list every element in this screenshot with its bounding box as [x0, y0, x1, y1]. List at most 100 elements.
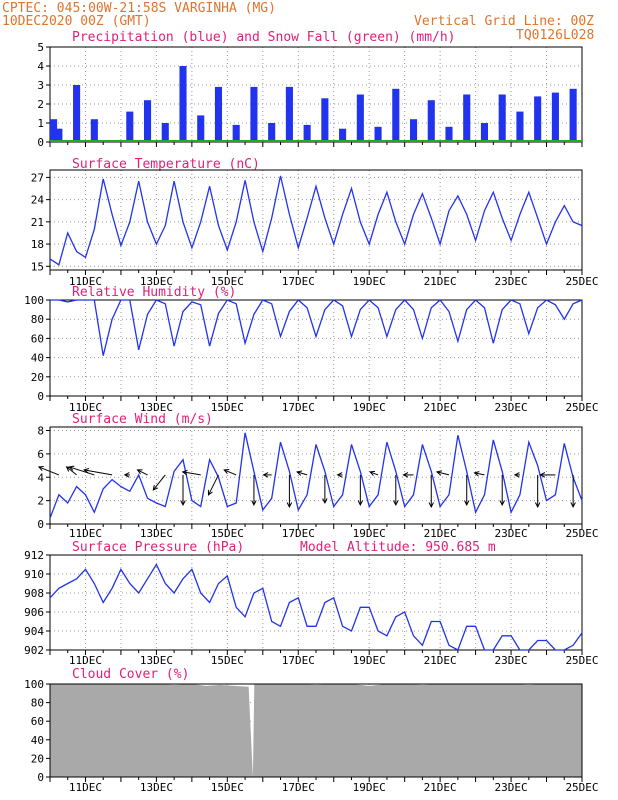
x-tick-label: 15DEC: [211, 781, 244, 794]
wind-vector-head: [402, 472, 409, 478]
y-tick-label: 904: [24, 625, 44, 638]
x-tick-label: 25DEC: [565, 527, 598, 540]
wind-vector-shaft: [224, 469, 237, 476]
x-tick-label: 11DEC: [69, 654, 102, 667]
wind-vector-shaft: [38, 466, 60, 476]
wind-vector-head: [499, 500, 505, 506]
precip-bar: [392, 88, 400, 142]
y-tick-label: 908: [24, 587, 44, 600]
precip-bar: [268, 123, 276, 142]
precip-bar: [232, 124, 240, 142]
x-tick-label: 15DEC: [211, 401, 244, 414]
precip-bar: [285, 86, 293, 142]
x-tick-label: 21DEC: [424, 654, 457, 667]
precip-bar: [90, 119, 98, 142]
precip-bar: [73, 85, 81, 142]
precip-bar: [374, 126, 382, 142]
precip-bar: [214, 86, 223, 142]
wind-vector: [513, 472, 520, 478]
x-tick-label: 17DEC: [282, 654, 315, 667]
wind-vector: [357, 474, 364, 506]
y-tick-label: 910: [24, 568, 44, 581]
y-tick-label: 15: [31, 260, 44, 273]
wind-vector: [180, 474, 186, 506]
pressure-line: [49, 563, 583, 651]
wind-vector-head: [123, 472, 130, 478]
x-tick-label: 19DEC: [353, 401, 386, 414]
y-tick-label: 24: [31, 194, 45, 207]
wind-vector: [123, 472, 130, 478]
wind-vector-shaft: [369, 471, 379, 476]
precip-bar: [516, 111, 524, 142]
wind-vector-head: [428, 502, 434, 508]
wind-vector-head: [181, 469, 188, 476]
wind-vector: [464, 474, 470, 506]
precip-bar: [250, 86, 258, 142]
wind-vector-shaft: [137, 469, 148, 476]
y-tick-label: 3: [37, 79, 44, 92]
y-tick-label: 0: [37, 136, 44, 149]
y-tick-label: 80: [31, 697, 44, 710]
x-tick-label: 13DEC: [140, 781, 173, 794]
y-tick-label: 1: [37, 117, 44, 130]
precip-bar: [427, 100, 435, 142]
x-tick-label: 23DEC: [495, 401, 528, 414]
precip-bar: [303, 124, 311, 142]
y-tick-label: 100: [24, 294, 44, 307]
wind-vector: [534, 474, 541, 508]
precip-bar: [143, 100, 152, 142]
y-tick-label: 40: [31, 352, 44, 365]
y-tick-label: 20: [31, 752, 44, 765]
x-tick-label: 13DEC: [140, 527, 173, 540]
axis-frame: [49, 299, 583, 397]
wind-vector: [136, 469, 148, 476]
x-tick-label: 17DEC: [282, 275, 315, 288]
y-tick-label: 4: [37, 60, 44, 73]
wind-vector-shaft: [66, 466, 77, 476]
x-tick-label: 19DEC: [353, 654, 386, 667]
wind-vector-head: [251, 500, 257, 506]
precip-bar: [569, 88, 577, 142]
wind-vector-head: [570, 502, 576, 508]
wind-vector: [181, 469, 201, 476]
wind-vector-shaft: [296, 471, 308, 476]
wind-vector: [428, 474, 434, 508]
precip-bar: [463, 94, 471, 142]
wind-vector: [37, 466, 60, 476]
x-tick-label: 15DEC: [211, 527, 244, 540]
x-tick-label: 13DEC: [140, 401, 173, 414]
wind-line: [49, 432, 583, 519]
wind-vector: [322, 474, 328, 504]
y-tick-label: 902: [24, 644, 44, 657]
wind-panel: 0 2 4 6 8 11DEC 13DEC 15DEC 17DEC 19DEC 21DEC 23DEC…: [37, 425, 598, 540]
wind-vector-head: [152, 484, 159, 491]
y-tick-label: 5: [37, 41, 44, 54]
wind-vector-head: [357, 500, 364, 506]
y-tick-label: 2: [37, 98, 44, 111]
wind-vector: [251, 474, 257, 506]
precip-bar: [55, 128, 63, 142]
precip-bar: [179, 66, 187, 142]
wind-vector-head: [369, 470, 376, 476]
x-tick-label: 15DEC: [211, 275, 244, 288]
wind-vector-head: [336, 472, 343, 478]
x-tick-label: 11DEC: [69, 401, 102, 414]
precip-bar: [480, 123, 489, 142]
x-tick-label: 15DEC: [211, 654, 244, 667]
precip-bar: [445, 126, 453, 142]
y-tick-label: 906: [24, 606, 44, 619]
wind-vector: [473, 471, 485, 477]
rh-line: [50, 299, 583, 356]
x-tick-label: 23DEC: [495, 527, 528, 540]
y-tick-label: 0: [37, 390, 44, 403]
wind-vector-shaft: [208, 474, 219, 496]
x-tick-label: 11DEC: [69, 275, 102, 288]
cloud-title: Cloud Cover (%): [72, 667, 190, 682]
axis-frame: [49, 554, 583, 651]
wind-vector-shaft: [436, 471, 450, 476]
wind-vector: [393, 474, 399, 506]
wind-vector-head: [223, 469, 230, 475]
y-tick-label: 21: [31, 216, 44, 229]
wind-vector-shaft: [182, 471, 201, 476]
wind-vector-head: [180, 500, 186, 506]
